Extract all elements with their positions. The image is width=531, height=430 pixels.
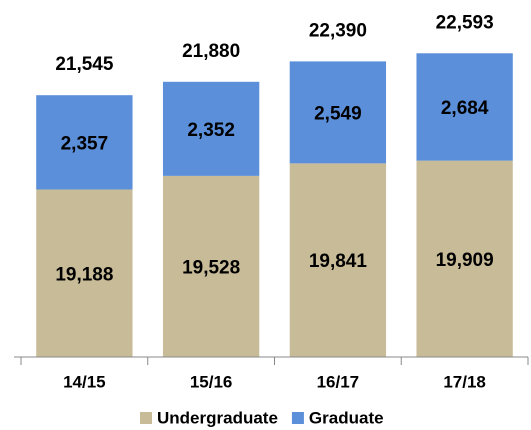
total-label: 22,390 xyxy=(309,20,367,41)
legend-label: Undergraduate xyxy=(157,408,278,427)
legend-label: Graduate xyxy=(309,408,384,427)
x-tick-label: 17/18 xyxy=(443,372,486,391)
total-label: 21,880 xyxy=(182,41,240,62)
bar-segment xyxy=(36,95,133,190)
total-label: 22,593 xyxy=(436,12,494,33)
bar-segment xyxy=(36,189,133,357)
total-label: 21,545 xyxy=(55,54,114,75)
bar-segment xyxy=(162,175,260,357)
x-tick-label: 16/17 xyxy=(317,372,360,391)
segment-label: 19,528 xyxy=(182,257,240,278)
legend-swatch xyxy=(291,412,304,424)
segment-label: 2,684 xyxy=(441,98,489,119)
segment-label: 19,188 xyxy=(55,264,113,285)
x-tick-label: 14/15 xyxy=(63,372,106,391)
segment-label: 2,357 xyxy=(61,133,109,154)
bar-segment xyxy=(162,81,260,176)
bar-segment xyxy=(416,160,513,357)
segment-label: 2,352 xyxy=(187,120,235,141)
segment-label: 2,549 xyxy=(314,103,362,124)
legend-swatch xyxy=(140,412,152,424)
x-tick-label: 15/16 xyxy=(190,372,233,391)
bar-segment xyxy=(289,61,387,164)
bar-segment xyxy=(416,53,513,161)
segment-label: 19,841 xyxy=(309,251,368,272)
segment-label: 19,909 xyxy=(436,250,494,271)
bar-segment xyxy=(289,163,387,357)
